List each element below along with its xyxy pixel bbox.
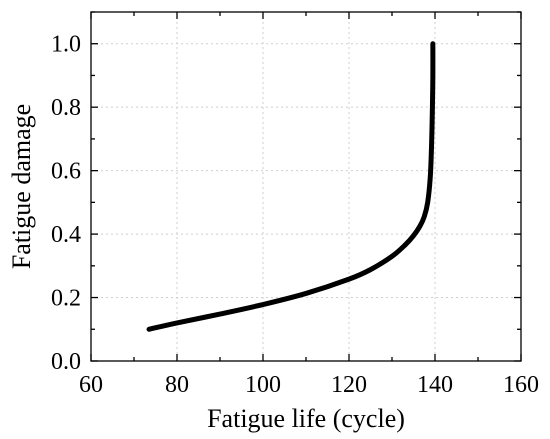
y-tick-label: 1.0 — [51, 32, 81, 58]
x-axis-title: Fatigue life (cycle) — [207, 404, 405, 433]
y-tick-label: 0.0 — [51, 349, 81, 375]
y-tick-label: 0.2 — [51, 286, 81, 312]
series-line — [146, 41, 436, 332]
x-tick-label: 80 — [165, 372, 189, 398]
x-tick-labels: 60 80 100 120 140 160 — [79, 372, 539, 398]
grid-lines — [91, 12, 521, 361]
x-tick-label: 60 — [79, 372, 103, 398]
x-tick-label: 120 — [331, 372, 367, 398]
y-tick-label: 0.8 — [51, 95, 81, 121]
y-tick-label: 0.6 — [51, 159, 81, 185]
y-axis-title: Fatigue damage — [7, 104, 36, 269]
x-tick-label: 100 — [245, 372, 281, 398]
x-tick-label: 140 — [417, 372, 453, 398]
y-tick-label: 0.4 — [51, 222, 81, 248]
axis-ticks — [90, 11, 522, 362]
series-group — [146, 41, 436, 332]
y-tick-labels: 0.0 0.2 0.4 0.6 0.8 1.0 — [51, 32, 81, 375]
plot-frame — [90, 11, 522, 362]
x-tick-label: 160 — [503, 372, 539, 398]
